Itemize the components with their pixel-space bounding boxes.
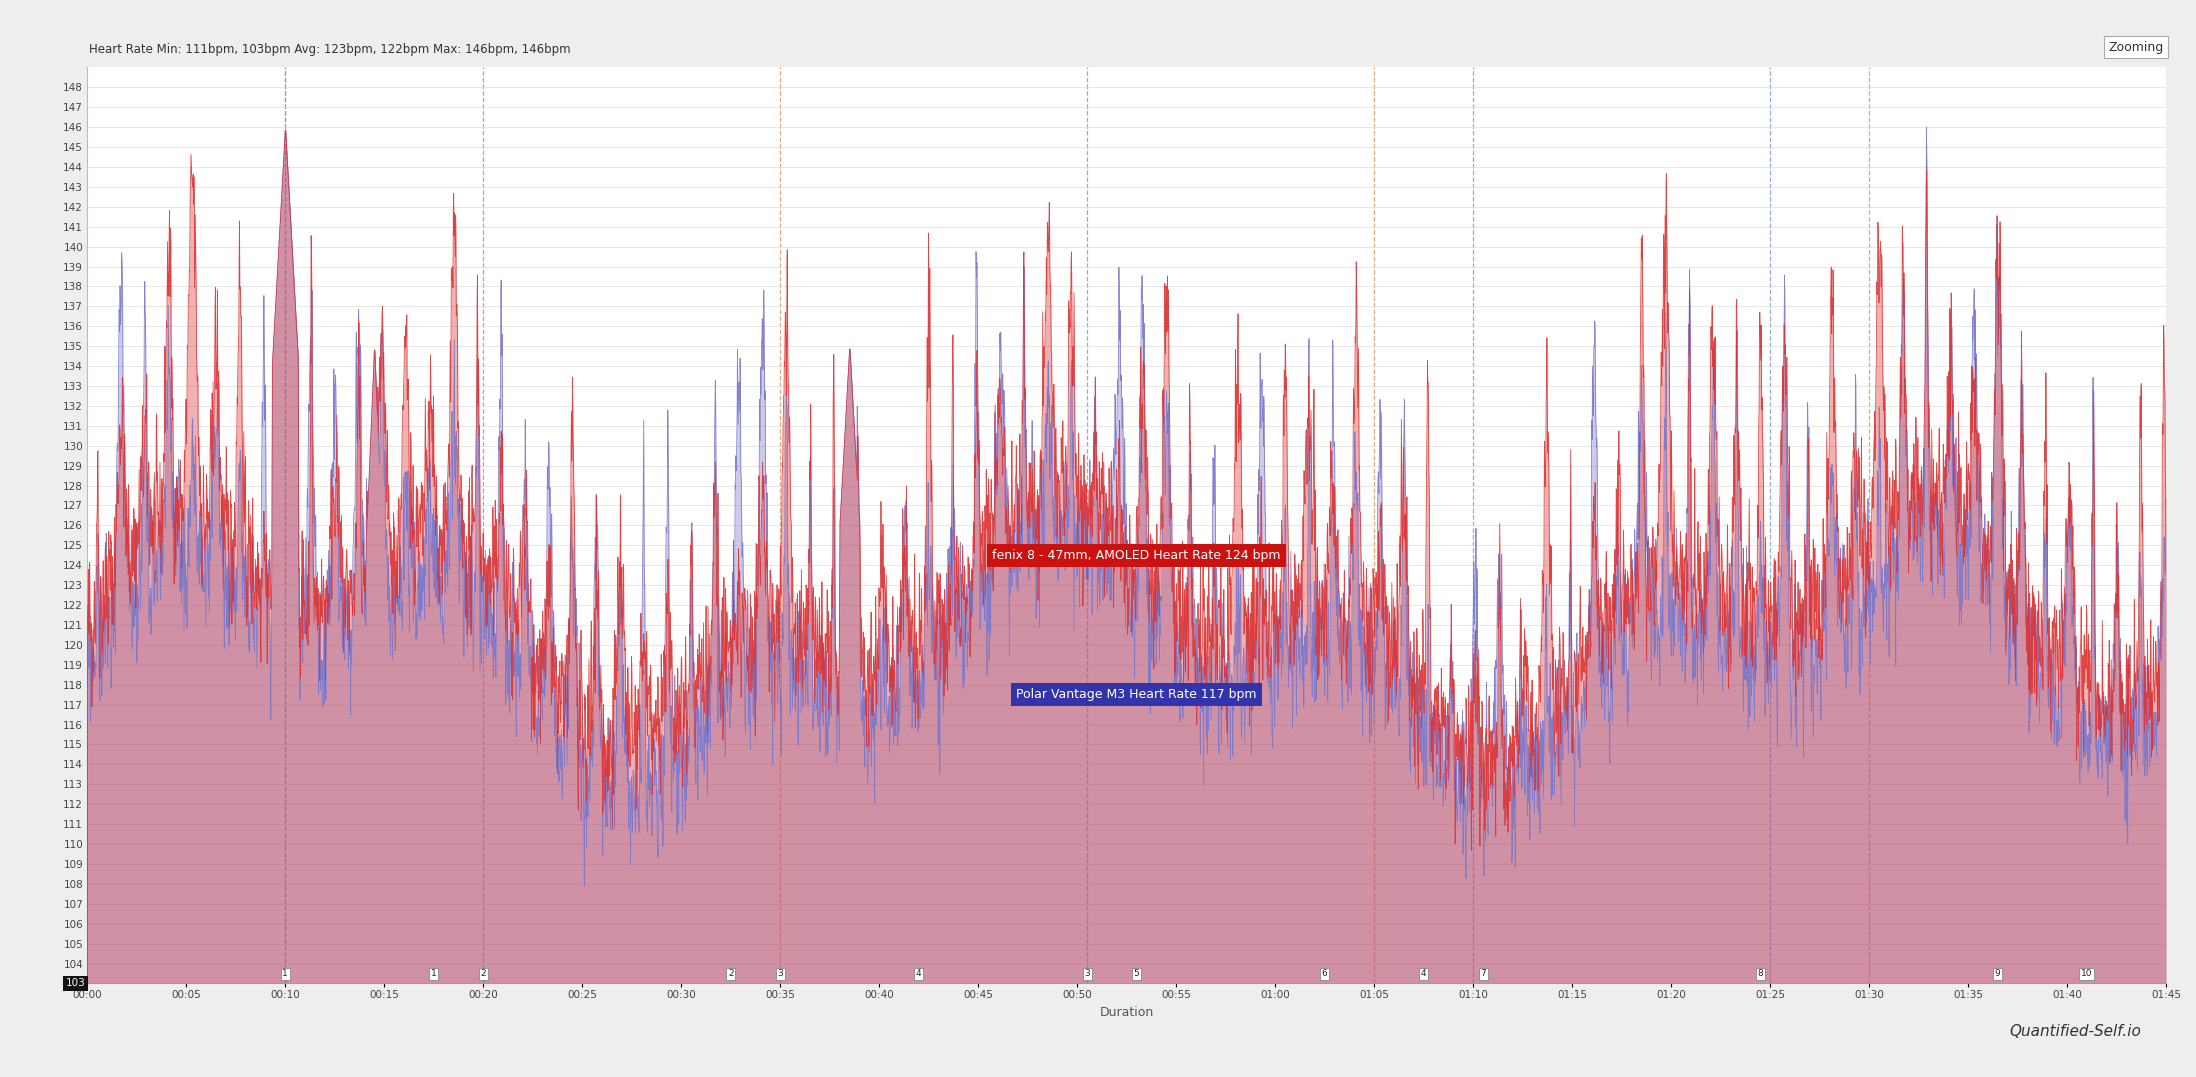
Text: 2: 2: [481, 969, 485, 978]
Text: Heart Rate Min: 111bpm, 103bpm Avg: 123bpm, 122bpm Max: 146bpm, 146bpm: Heart Rate Min: 111bpm, 103bpm Avg: 123b…: [90, 43, 571, 56]
Text: 1: 1: [430, 969, 437, 978]
Text: 2: 2: [727, 969, 733, 978]
Text: 10: 10: [2082, 969, 2093, 978]
Text: Quantified-Self.io: Quantified-Self.io: [2009, 1024, 2141, 1039]
Text: 5: 5: [1133, 969, 1140, 978]
Text: Polar Vantage M3 Heart Rate 117 bpm: Polar Vantage M3 Heart Rate 117 bpm: [1017, 688, 1256, 701]
Text: fenix 8 - 47mm, AMOLED Heart Rate 124 bpm: fenix 8 - 47mm, AMOLED Heart Rate 124 bp…: [993, 549, 1280, 562]
Text: 8: 8: [1757, 969, 1763, 978]
Text: 103: 103: [66, 978, 86, 989]
Text: Zooming: Zooming: [2108, 41, 2163, 54]
Text: 1: 1: [283, 969, 288, 978]
Text: 2: 2: [1085, 969, 1089, 978]
Text: 4: 4: [1421, 969, 1427, 978]
Text: 4: 4: [916, 969, 922, 978]
Text: 3: 3: [1085, 969, 1089, 978]
Text: 9: 9: [1994, 969, 2001, 978]
Text: 3: 3: [777, 969, 784, 978]
Text: 6: 6: [1322, 969, 1329, 978]
Text: 7: 7: [1480, 969, 1487, 978]
X-axis label: Duration: Duration: [1100, 1006, 1153, 1019]
